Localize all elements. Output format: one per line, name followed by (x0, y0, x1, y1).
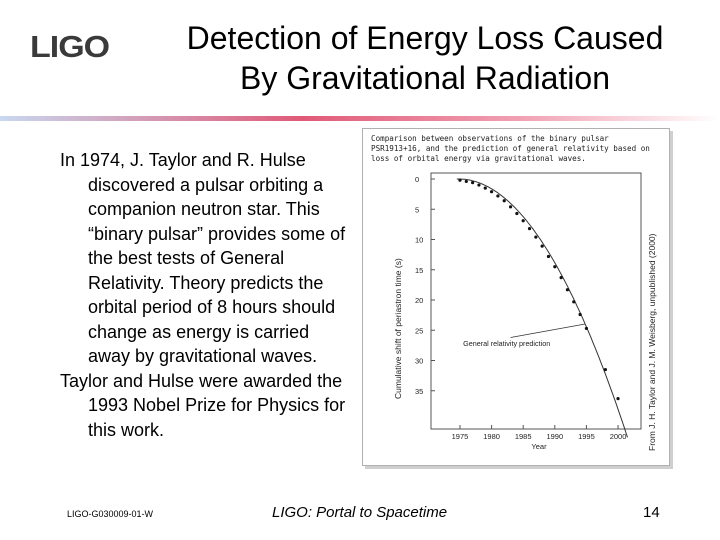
x-tick-label: 1995 (578, 432, 595, 441)
figure-caption-line-3: loss of orbital energy via gravitational… (371, 154, 586, 163)
figure-caption-line-2: PSR1913+16, and the prediction of genera… (371, 144, 650, 153)
slide-title: Detection of Energy Loss Caused By Gravi… (140, 18, 710, 98)
page-number: 14 (643, 504, 660, 521)
y-axis-label: Cumulative shift of periastron time (s) (393, 258, 403, 399)
observation-point (616, 397, 620, 401)
pulsar-figure: Comparison between observations of the b… (362, 128, 670, 466)
x-axis-label: Year (531, 442, 547, 451)
figure-caption-line-1: Comparison between observations of the b… (371, 134, 609, 143)
observation-point (496, 194, 500, 198)
footer-title: LIGO: Portal to Spacetime (272, 504, 448, 521)
observation-point (553, 265, 557, 269)
y-tick-label: 35 (415, 387, 423, 396)
observation-point (578, 312, 582, 317)
y-tick-label: 25 (415, 326, 423, 335)
observation-point (534, 235, 538, 239)
observation-point (508, 205, 513, 209)
observation-point (559, 276, 563, 280)
observation-point (471, 181, 475, 185)
observation-point (502, 199, 506, 203)
prediction-label: General relativity prediction (463, 339, 550, 348)
title-divider (0, 116, 720, 121)
figure-credit: From J. H. Taylor and J. M. Weisberg, un… (647, 233, 657, 451)
observation-point (515, 211, 519, 216)
x-tick-label: 1980 (483, 432, 500, 441)
observation-point (584, 326, 589, 331)
observation-point (483, 186, 487, 190)
paragraph-discovery: In 1974, J. Taylor and R. Hulse discover… (60, 150, 346, 366)
observation-point (546, 254, 551, 259)
x-tick-label: 1975 (452, 432, 469, 441)
y-tick-label: 15 (415, 266, 423, 275)
title-line-2: By Gravitational Radiation (240, 60, 610, 96)
prediction-leader-line (510, 323, 586, 338)
y-tick-label: 10 (415, 236, 423, 245)
y-tick-label: 20 (415, 296, 423, 305)
observation-point (572, 300, 576, 304)
y-tick-label: 0 (415, 175, 419, 184)
observation-point (477, 183, 481, 187)
observation-point (464, 179, 468, 184)
observation-point (603, 367, 607, 372)
gr-prediction-curve (456, 178, 628, 438)
observation-point (521, 219, 525, 223)
pulsar-chart: Comparison between observations of the b… (371, 134, 657, 451)
body-text: In 1974, J. Taylor and R. Hulse discover… (60, 148, 355, 442)
observation-point (527, 227, 532, 231)
title-line-1: Detection of Energy Loss Caused (186, 20, 664, 56)
y-tick-label: 5 (415, 205, 419, 214)
x-tick-label: 2000 (610, 432, 627, 441)
observation-point (540, 244, 544, 248)
observation-point (565, 288, 570, 292)
document-id: LIGO-G030009-01-W (67, 509, 154, 519)
y-tick-label: 30 (415, 357, 423, 366)
x-tick-label: 1985 (515, 432, 532, 441)
plot-frame (430, 172, 642, 430)
x-tick-label: 1990 (546, 432, 563, 441)
paragraph-nobel: Taylor and Hulse were awarded the 1993 N… (60, 370, 346, 440)
observation-point (489, 190, 494, 194)
ligo-logo: LIGO (30, 29, 110, 65)
observation-point (458, 178, 462, 182)
